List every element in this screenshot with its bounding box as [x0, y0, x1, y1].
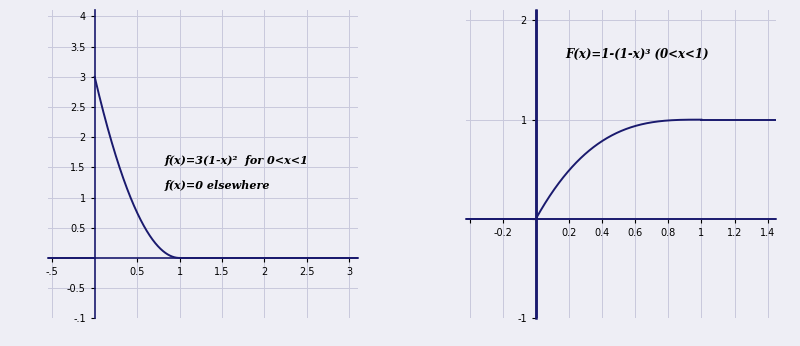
Text: f(x)=0 elsewhere: f(x)=0 elsewhere	[164, 180, 270, 191]
Text: F(x)=1-(1-x)³ (0<x<1): F(x)=1-(1-x)³ (0<x<1)	[566, 48, 709, 61]
Text: f(x)=3(1-x)²  for 0<x<1: f(x)=3(1-x)² for 0<x<1	[164, 155, 308, 166]
